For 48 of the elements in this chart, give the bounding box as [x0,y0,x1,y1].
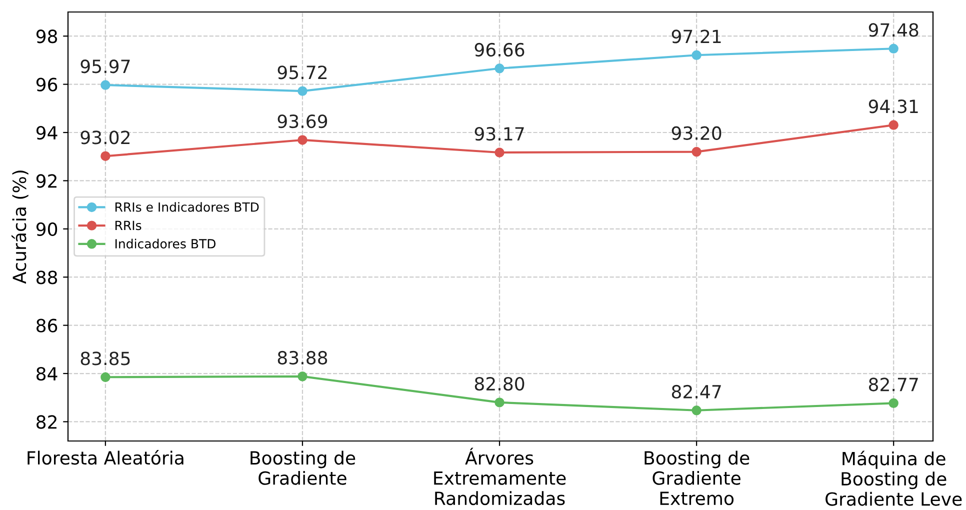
data-label: 95.97 [80,60,130,74]
point [100,80,110,90]
point [494,148,504,158]
data-label: 83.88 [278,350,328,365]
data-label: 82.77 [868,378,918,392]
point [888,44,898,54]
y-axis-title: Acurácia (%) [12,170,28,284]
data-label: 93.20 [672,126,722,140]
data-label: 95.72 [278,66,327,80]
point [298,135,308,145]
x-tick-label: Boosting de Gradiente Extremo [644,450,750,506]
point [494,398,504,408]
y-tick-label: 90 [36,222,58,236]
y-tick-label: 94 [36,126,58,140]
point [888,120,898,130]
y-tick-label: 92 [36,174,56,188]
data-label: 97.21 [672,30,721,44]
y-tick-label: 82 [36,415,56,429]
point [692,146,702,157]
data-label: 82.80 [474,376,524,391]
point [100,372,110,382]
legend-label: Indicadores BTD [115,238,216,248]
y-tick-label: 84 [36,366,58,381]
data-label: 93.02 [80,130,130,144]
data-label: 96.66 [474,42,524,57]
x-tick-label: Máquina de Boosting de Gradiente Leve [826,450,962,506]
point [298,372,308,382]
data-label: 93.69 [278,114,328,128]
x-tick-label: Árvores Extremamente Randomizadas [434,448,566,506]
data-label: 97.48 [868,23,918,37]
x-tick-label: Floresta Aleatória [28,450,184,465]
y-tick-label: 88 [36,270,58,284]
data-label: 93.17 [474,127,524,141]
point [494,64,504,74]
point [100,151,110,161]
x-tick-label: Boosting de Gradiente [250,450,356,485]
y-tick-label: 98 [36,30,58,44]
point [888,398,898,408]
data-label: 83.85 [80,352,130,366]
data-label: 94.31 [868,100,918,114]
y-tick-label: 96 [36,78,58,92]
point [298,86,308,96]
y-tick-label: 86 [36,318,58,332]
legend-label: RRIs [115,220,142,230]
point [692,50,702,60]
point [692,406,702,416]
data-label: 82.47 [672,384,721,399]
legend-label: RRIs e Indicadores BTD [115,202,259,212]
